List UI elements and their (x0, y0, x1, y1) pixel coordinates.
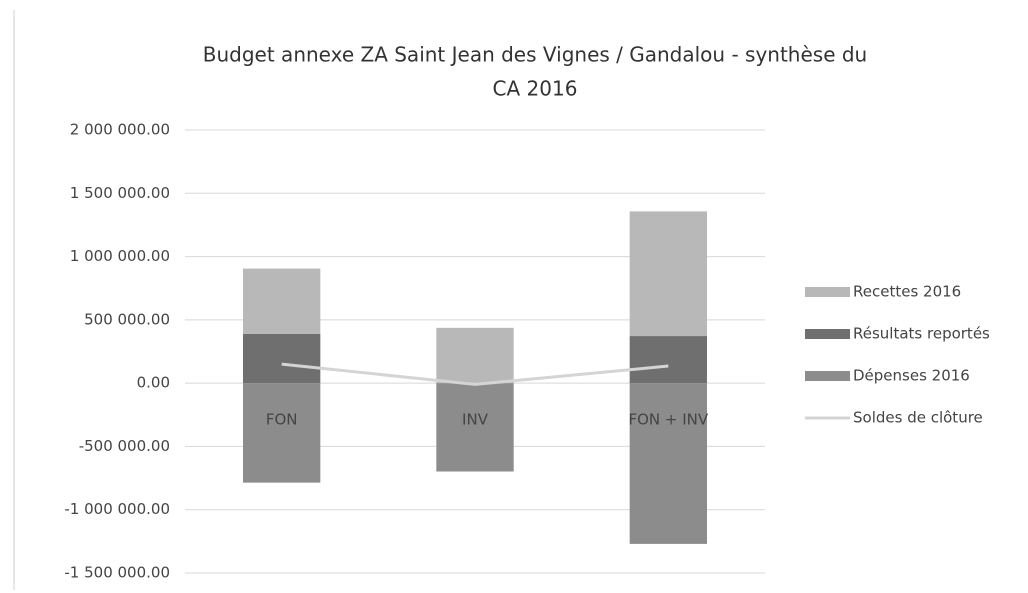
legend-swatch (805, 329, 850, 339)
y-tick-label: 0.00 (137, 374, 170, 392)
y-tick-label: -1 500 000.00 (64, 564, 170, 582)
y-tick-label: -500 000.00 (79, 437, 170, 455)
y-tick-label: -1 000 000.00 (64, 500, 170, 518)
y-tick-label: 500 000.00 (84, 310, 170, 328)
bar-segment (436, 327, 514, 384)
legend-label: Soldes de clôture (853, 409, 983, 427)
x-tick-label: FON (266, 411, 298, 429)
legend-label: Résultats reportés (853, 325, 990, 343)
x-tick-label: INV (462, 411, 489, 429)
legend-swatch (805, 287, 850, 297)
legend-label: Dépenses 2016 (853, 367, 970, 385)
bar-segment (436, 383, 514, 472)
x-tick-label: FON + INV (628, 411, 708, 429)
bar-segment (243, 333, 321, 384)
bar-segment (629, 383, 707, 544)
bar-segment (243, 268, 321, 334)
legend-swatch (805, 371, 850, 381)
y-tick-label: 2 000 000.00 (70, 121, 170, 139)
bar-segment (629, 211, 707, 337)
y-tick-label: 1 500 000.00 (70, 184, 170, 202)
line-series (281, 362, 669, 386)
y-tick-label: 1 000 000.00 (70, 247, 170, 265)
legend-label: Recettes 2016 (853, 283, 961, 301)
chart-title: Budget annexe ZA Saint Jean des Vignes /… (203, 43, 867, 67)
bar-segment (629, 336, 707, 384)
bar-segment (243, 383, 321, 483)
chart-title: CA 2016 (493, 77, 578, 101)
